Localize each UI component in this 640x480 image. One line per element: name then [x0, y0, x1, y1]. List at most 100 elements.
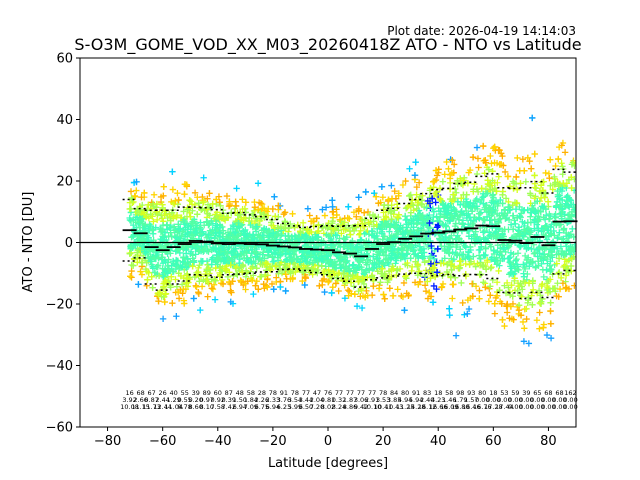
- scatter-point: [544, 198, 552, 205]
- scatter-point: [336, 240, 343, 247]
- scatter-point: [491, 179, 498, 186]
- scatter-point: [520, 261, 527, 268]
- scatter-point: [448, 198, 456, 205]
- scatter-point: [401, 307, 408, 314]
- scatter-point: [365, 238, 372, 245]
- scatter-point: [149, 226, 156, 234]
- scatter-point: [319, 206, 326, 213]
- scatter-point: [438, 243, 445, 250]
- scatter-point: [262, 259, 270, 267]
- scatter-point: [414, 252, 422, 259]
- scatter-point: [239, 262, 247, 270]
- scatter-point: [474, 155, 482, 162]
- scatter-point: [167, 217, 175, 224]
- scatter-point: [516, 212, 523, 220]
- scatter-point: [445, 165, 452, 173]
- scatter-point: [366, 211, 374, 219]
- scatter-point: [524, 270, 531, 278]
- scatter-point: [527, 165, 535, 172]
- scatter-point: [478, 185, 485, 192]
- scatter-point: [428, 195, 436, 202]
- scatter-point: [475, 210, 483, 217]
- scatter-point: [556, 285, 564, 293]
- scatter-point: [562, 272, 570, 279]
- scatter-point: [256, 209, 264, 216]
- scatter-point: [558, 160, 565, 167]
- scatter-point: [568, 174, 575, 181]
- scatter-point: [350, 209, 358, 216]
- scatter-point: [509, 212, 517, 220]
- scatter-point: [388, 182, 395, 189]
- scatter-point: [141, 189, 148, 197]
- scatter-point: [126, 216, 134, 224]
- scatter-point: [308, 228, 315, 236]
- scatter-point: [549, 285, 557, 292]
- scatter-point: [382, 220, 390, 228]
- scatter-point: [359, 274, 366, 282]
- scatter-point: [354, 273, 361, 280]
- scatter-point: [347, 242, 354, 250]
- scatter-point: [521, 207, 528, 214]
- scatter-point: [232, 198, 239, 205]
- scatter-point: [379, 194, 387, 201]
- scatter-point: [428, 242, 435, 250]
- scatter-point: [562, 284, 570, 291]
- scatter-point: [503, 309, 511, 316]
- scatter-point: [529, 286, 537, 293]
- scatter-point: [458, 208, 465, 215]
- scatter-point: [261, 285, 268, 292]
- scatter-point: [415, 268, 423, 275]
- scatter-point: [344, 286, 352, 294]
- scatter-point: [555, 143, 563, 151]
- scatter-point: [514, 154, 521, 162]
- scatter-point: [161, 211, 168, 219]
- scatter-point: [511, 275, 518, 282]
- scatter-point: [189, 252, 196, 259]
- scatter-point: [534, 253, 541, 260]
- scatter-point: [277, 283, 284, 291]
- scatter-point: [168, 262, 175, 269]
- scatter-point: [243, 233, 251, 240]
- scatter-point: [333, 274, 341, 281]
- scatter-point: [491, 257, 498, 265]
- scatter-point: [403, 251, 410, 258]
- scatter-point: [415, 179, 423, 186]
- scatter-point: [241, 205, 249, 213]
- scatter-point: [181, 190, 188, 198]
- scatter-point: [246, 217, 253, 225]
- scatter-point: [170, 268, 177, 275]
- scatter-point: [138, 271, 146, 278]
- scatter-point: [479, 261, 486, 269]
- scatter-point: [310, 236, 317, 243]
- scatter-point: [234, 251, 241, 258]
- scatter-point: [243, 250, 250, 257]
- scatter-point: [333, 206, 340, 213]
- scatter-point: [271, 249, 278, 256]
- scatter-point: [374, 267, 382, 275]
- scatter-point: [552, 162, 559, 170]
- scatter-point: [402, 177, 409, 185]
- scatter-point: [522, 178, 530, 185]
- scatter-point: [180, 216, 187, 223]
- scatter-point: [197, 219, 204, 226]
- scatter-point: [538, 225, 546, 232]
- scatter-point: [420, 249, 428, 256]
- scatter-point: [412, 258, 419, 265]
- scatter-point: [557, 243, 565, 250]
- scatter-point: [443, 158, 450, 166]
- scatter-point: [249, 263, 257, 270]
- scatter-point: [169, 299, 176, 307]
- scatter-point: [457, 175, 464, 182]
- scatter-point: [483, 213, 491, 221]
- scatter-point: [567, 231, 575, 238]
- scatter-point: [411, 172, 419, 179]
- scatter-point: [516, 230, 524, 238]
- scatter-point: [431, 273, 439, 281]
- scatter-point: [487, 243, 495, 250]
- scatter-point: [156, 289, 164, 297]
- scatter-point: [531, 225, 538, 232]
- scatter-point: [208, 217, 215, 225]
- scatter-point: [257, 260, 264, 268]
- scatter-point: [546, 268, 554, 275]
- scatter-point: [264, 212, 272, 219]
